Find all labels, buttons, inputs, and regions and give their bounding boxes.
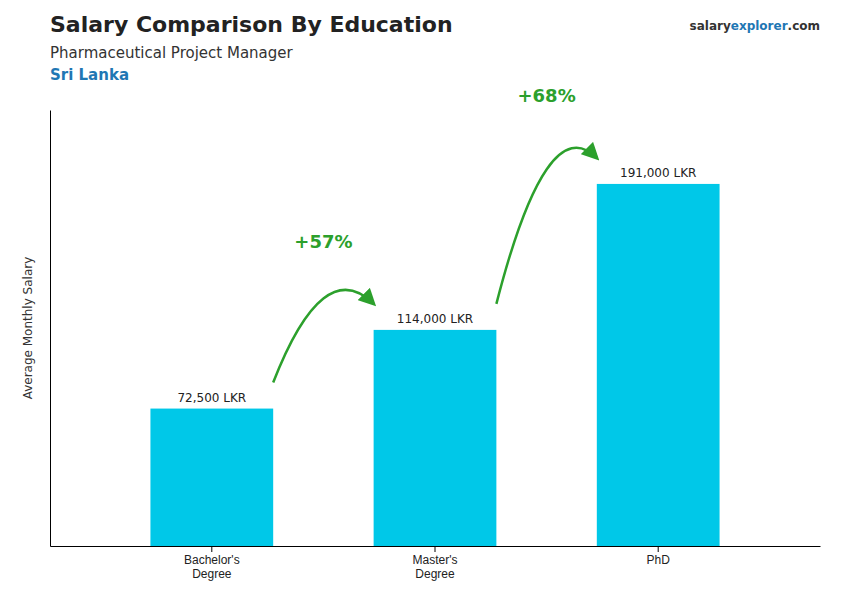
subtitle: Pharmaceutical Project Manager [50,44,294,62]
x-tick-label-line: PhD [647,553,671,567]
pct-label: +57% [294,231,352,252]
bar [374,330,497,546]
data-label: 191,000 LKR [620,166,696,180]
x-tick: Bachelor'sDegree [184,546,240,581]
x-tick-label-line: Degree [415,567,455,581]
x-tick-mark [658,546,659,552]
source-text: salary [690,19,731,33]
x-tick-label: Bachelor'sDegree [184,553,240,581]
bar [597,184,720,546]
source-text: .com [788,19,820,33]
x-tick-label: Master'sDegree [413,553,458,581]
source-text: explorer [731,19,788,33]
x-tick-label: PhD [647,553,671,567]
chart-svg: Salary Comparison By Education Pharmaceut… [0,0,850,606]
country: Sri Lanka [50,66,129,84]
pct-arrow [496,148,596,304]
x-tick: Master'sDegree [413,546,458,581]
source: salaryexplorer.com [690,19,820,33]
y-axis [50,111,51,547]
bars [150,184,719,546]
x-tick-mark [211,546,212,552]
plot: Bachelor'sDegreeMaster'sDegreePhD72,500 … [51,85,821,581]
chart-container: Salary Comparison By Education Pharmaceut… [0,0,850,606]
x-tick-mark [435,546,436,552]
annotations: +57% +68% [273,85,597,383]
pct-arrow [273,290,373,383]
data-label: 72,500 LKR [177,391,246,405]
y-axis-label: Average Monthly Salary [21,257,35,400]
pct-label: +68% [518,85,576,106]
data-label: 114,000 LKR [397,312,473,326]
title: Salary Comparison By Education [50,12,453,37]
x-tick: PhD [647,546,671,567]
bar [150,409,273,546]
x-tick-label-line: Master's [413,553,458,567]
x-axis: Bachelor'sDegreeMaster'sDegreePhD [51,546,821,581]
x-tick-label-line: Degree [192,567,232,581]
data-labels: 72,500 LKR 114,000 LKR 191,000 LKR [177,166,696,405]
y-axis-line [50,111,51,547]
x-tick-label-line: Bachelor's [184,553,240,567]
